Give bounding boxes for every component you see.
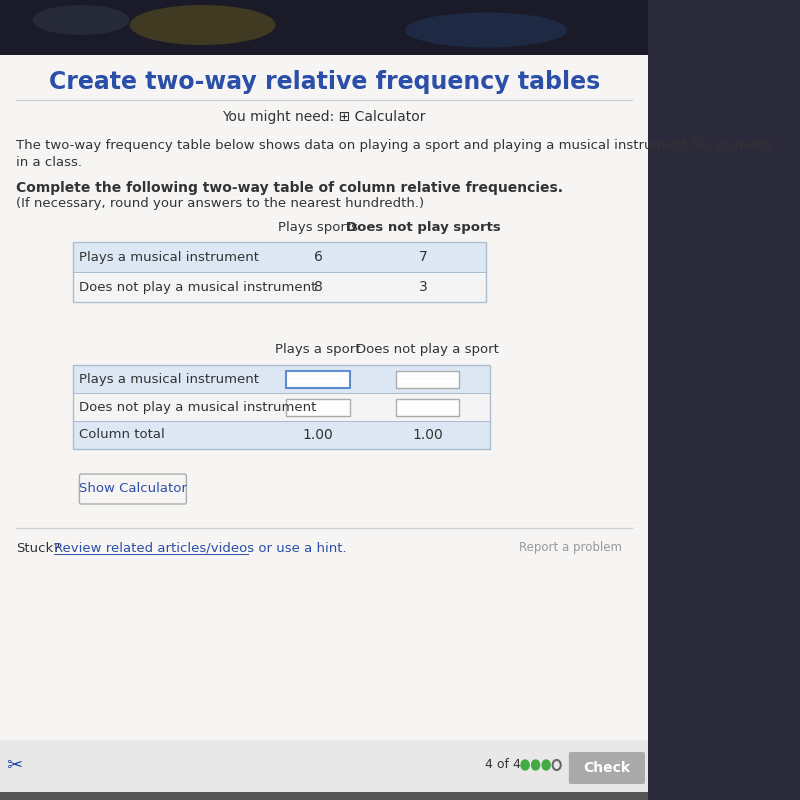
- Text: Stuck?: Stuck?: [16, 542, 60, 554]
- Text: Report a problem: Report a problem: [518, 542, 622, 554]
- Circle shape: [521, 760, 529, 770]
- Text: 8: 8: [314, 280, 322, 294]
- Text: 7: 7: [419, 250, 428, 264]
- Text: Create two-way relative frequency tables: Create two-way relative frequency tables: [49, 70, 600, 94]
- FancyBboxPatch shape: [0, 792, 648, 800]
- Text: Complete the following two-way table of column relative frequencies.: Complete the following two-way table of …: [16, 181, 563, 195]
- FancyBboxPatch shape: [286, 398, 350, 415]
- Text: Review related articles/videos or use a hint.: Review related articles/videos or use a …: [54, 542, 347, 554]
- Text: in a class.: in a class.: [16, 155, 82, 169]
- Text: ✂: ✂: [6, 755, 22, 774]
- Text: Plays a sport: Plays a sport: [275, 343, 361, 357]
- Circle shape: [531, 760, 540, 770]
- Text: 1.00: 1.00: [412, 428, 443, 442]
- FancyBboxPatch shape: [286, 370, 350, 387]
- Ellipse shape: [405, 13, 567, 47]
- Text: 4 of 4: 4 of 4: [485, 758, 521, 771]
- Text: 3: 3: [419, 280, 428, 294]
- FancyBboxPatch shape: [0, 740, 648, 800]
- FancyBboxPatch shape: [73, 365, 490, 393]
- Text: Does not play a sport: Does not play a sport: [356, 343, 499, 357]
- Text: (If necessary, round your answers to the nearest hundredth.): (If necessary, round your answers to the…: [16, 198, 424, 210]
- FancyBboxPatch shape: [73, 421, 490, 449]
- FancyBboxPatch shape: [0, 0, 648, 55]
- Circle shape: [542, 760, 550, 770]
- FancyBboxPatch shape: [79, 474, 186, 504]
- Text: You might need: ⊞ Calculator: You might need: ⊞ Calculator: [222, 110, 426, 124]
- FancyBboxPatch shape: [396, 398, 459, 415]
- Text: Plays a musical instrument: Plays a musical instrument: [79, 250, 259, 263]
- Text: The two-way frequency table below shows data on playing a sport and playing a mu: The two-way frequency table below shows …: [16, 138, 773, 151]
- FancyBboxPatch shape: [0, 55, 648, 740]
- FancyBboxPatch shape: [73, 242, 486, 272]
- Text: Plays a musical instrument: Plays a musical instrument: [79, 373, 259, 386]
- Ellipse shape: [33, 5, 130, 35]
- Text: Does not play sports: Does not play sports: [346, 222, 501, 234]
- Text: 6: 6: [314, 250, 322, 264]
- Text: Does not play a musical instrument: Does not play a musical instrument: [79, 281, 317, 294]
- FancyBboxPatch shape: [73, 272, 486, 302]
- FancyBboxPatch shape: [569, 752, 645, 784]
- FancyBboxPatch shape: [396, 370, 459, 387]
- Text: 1.00: 1.00: [302, 428, 334, 442]
- Ellipse shape: [130, 5, 275, 45]
- Text: Plays sports: Plays sports: [278, 222, 358, 234]
- Text: Does not play a musical instrument: Does not play a musical instrument: [79, 401, 317, 414]
- Text: Column total: Column total: [79, 429, 165, 442]
- FancyBboxPatch shape: [73, 393, 490, 421]
- Text: Show Calculator: Show Calculator: [79, 482, 187, 495]
- Text: Check: Check: [583, 761, 630, 775]
